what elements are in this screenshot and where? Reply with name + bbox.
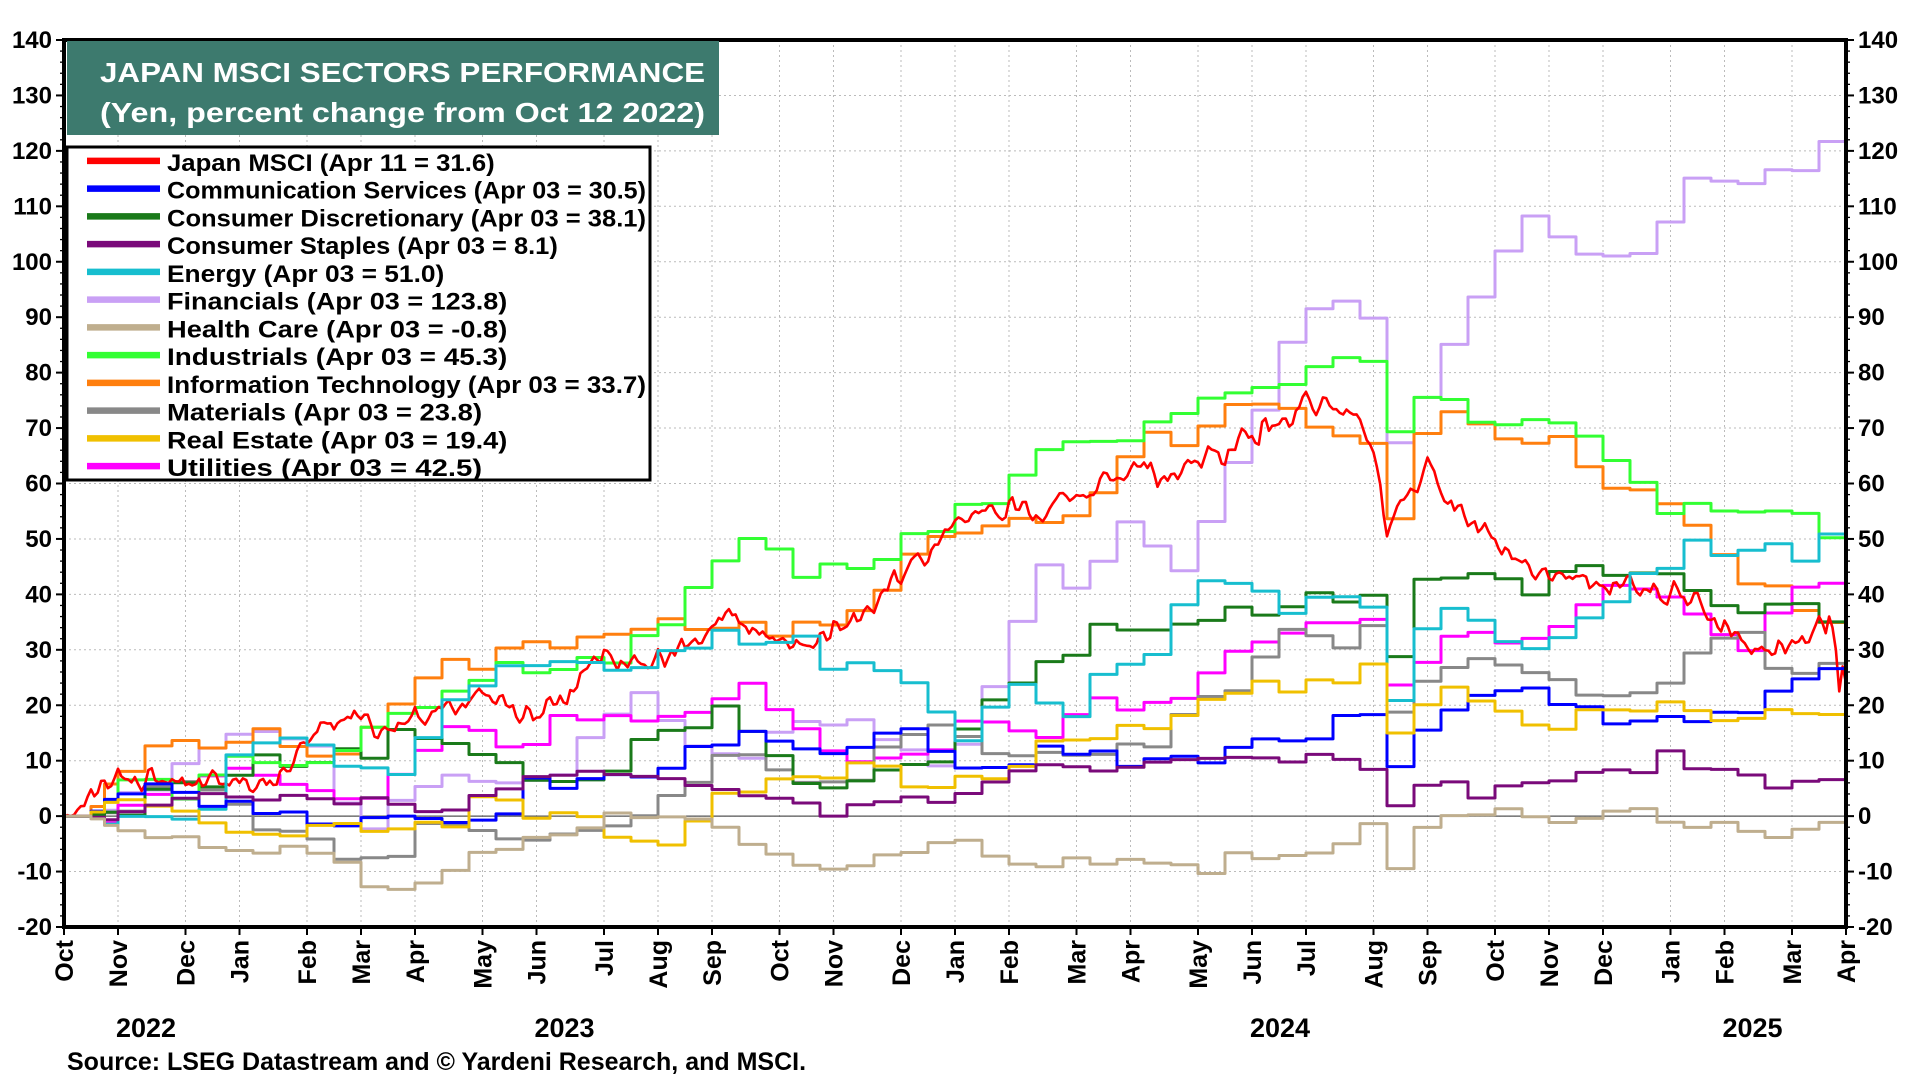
svg-text:70: 70 xyxy=(1858,415,1885,442)
svg-text:May: May xyxy=(470,940,498,989)
svg-text:20: 20 xyxy=(25,692,52,719)
svg-text:Materials (Apr 03 = 23.8): Materials (Apr 03 = 23.8) xyxy=(167,400,482,427)
svg-text:50: 50 xyxy=(25,526,52,553)
svg-text:0: 0 xyxy=(1858,803,1871,830)
svg-text:Jun: Jun xyxy=(1239,940,1267,984)
svg-text:Apr: Apr xyxy=(1118,940,1146,983)
svg-text:Mar: Mar xyxy=(1064,940,1092,985)
svg-text:-20: -20 xyxy=(1858,914,1893,941)
svg-text:2024: 2024 xyxy=(1250,1013,1310,1043)
svg-text:50: 50 xyxy=(1858,526,1885,553)
svg-text:Jan: Jan xyxy=(1658,940,1686,983)
svg-text:Jan: Jan xyxy=(227,940,255,983)
svg-text:Feb: Feb xyxy=(996,940,1024,984)
svg-text:40: 40 xyxy=(25,581,52,608)
svg-text:Oct: Oct xyxy=(1482,939,1510,981)
svg-text:Communication Services (Apr 03: Communication Services (Apr 03 = 30.5) xyxy=(167,178,646,205)
svg-text:90: 90 xyxy=(1858,304,1885,331)
svg-text:40: 40 xyxy=(1858,581,1885,608)
svg-text:60: 60 xyxy=(1858,471,1885,498)
svg-text:Nov: Nov xyxy=(1536,940,1564,987)
svg-text:Real Estate (Apr 03 = 19.4): Real Estate (Apr 03 = 19.4) xyxy=(167,427,507,454)
svg-text:140: 140 xyxy=(12,27,52,54)
svg-text:Financials (Apr 03 = 123.8): Financials (Apr 03 = 123.8) xyxy=(167,289,507,316)
svg-text:Sep: Sep xyxy=(1415,940,1443,986)
svg-text:100: 100 xyxy=(1858,249,1898,276)
svg-text:10: 10 xyxy=(25,748,52,775)
svg-text:Nov: Nov xyxy=(105,940,133,987)
svg-text:Japan MSCI (Apr 11 = 31.6): Japan MSCI (Apr 11 = 31.6) xyxy=(167,150,495,177)
svg-text:Apr: Apr xyxy=(1833,940,1861,983)
svg-text:Sep: Sep xyxy=(699,940,727,986)
svg-text:110: 110 xyxy=(13,193,52,220)
svg-text:Oct: Oct xyxy=(767,939,795,981)
svg-text:Health Care (Apr 03 = -0.8): Health Care (Apr 03 = -0.8) xyxy=(167,316,507,343)
svg-text:120: 120 xyxy=(12,138,52,165)
svg-text:0: 0 xyxy=(39,803,52,830)
svg-text:110: 110 xyxy=(1858,193,1897,220)
svg-text:Nov: Nov xyxy=(821,940,849,987)
svg-text:Jul: Jul xyxy=(1293,940,1321,976)
svg-text:60: 60 xyxy=(25,471,52,498)
svg-text:Jun: Jun xyxy=(524,940,552,984)
svg-text:10: 10 xyxy=(1858,748,1885,775)
svg-text:Jul: Jul xyxy=(591,940,619,976)
svg-text:130: 130 xyxy=(12,82,52,109)
svg-text:-10: -10 xyxy=(17,859,52,886)
svg-text:80: 80 xyxy=(25,360,52,387)
svg-text:2025: 2025 xyxy=(1723,1013,1783,1043)
svg-text:Information Technology (Apr 03: Information Technology (Apr 03 = 33.7) xyxy=(167,372,646,399)
svg-text:May: May xyxy=(1185,940,1213,989)
svg-text:Aug: Aug xyxy=(1361,940,1389,989)
svg-text:-10: -10 xyxy=(1858,859,1893,886)
svg-text:20: 20 xyxy=(1858,692,1885,719)
svg-text:Utilities (Apr 03 = 42.5): Utilities (Apr 03 = 42.5) xyxy=(167,455,482,482)
svg-text:Aug: Aug xyxy=(645,940,673,989)
svg-text:Apr: Apr xyxy=(402,940,430,983)
svg-text:Feb: Feb xyxy=(294,940,322,984)
svg-text:80: 80 xyxy=(1858,360,1885,387)
svg-text:Dec: Dec xyxy=(173,940,201,986)
svg-text:Industrials (Apr 03 = 45.3): Industrials (Apr 03 = 45.3) xyxy=(167,344,507,371)
svg-text:(Yen, percent change from Oct: (Yen, percent change from Oct 12 2022) xyxy=(100,97,705,128)
svg-text:Consumer Discretionary (Apr 03: Consumer Discretionary (Apr 03 = 38.1) xyxy=(167,205,646,232)
svg-text:90: 90 xyxy=(25,304,52,331)
svg-text:30: 30 xyxy=(1858,637,1885,664)
svg-text:140: 140 xyxy=(1858,27,1898,54)
svg-text:Feb: Feb xyxy=(1712,940,1740,984)
svg-text:130: 130 xyxy=(1858,82,1898,109)
svg-text:Source: LSEG Datastream and ©: Source: LSEG Datastream and © Yardeni Re… xyxy=(67,1048,806,1076)
svg-text:Mar: Mar xyxy=(1779,940,1807,985)
svg-text:Jan: Jan xyxy=(942,940,970,983)
svg-text:30: 30 xyxy=(25,637,52,664)
svg-text:2022: 2022 xyxy=(116,1013,176,1043)
svg-text:JAPAN MSCI SECTORS PERFORMANCE: JAPAN MSCI SECTORS PERFORMANCE xyxy=(100,57,705,88)
svg-text:100: 100 xyxy=(12,249,52,276)
svg-text:70: 70 xyxy=(25,415,52,442)
svg-text:Energy (Apr 03 = 51.0): Energy (Apr 03 = 51.0) xyxy=(167,261,444,288)
svg-text:Oct: Oct xyxy=(51,939,79,981)
svg-text:Mar: Mar xyxy=(348,940,376,985)
svg-text:Consumer Staples (Apr 03 = 8.1: Consumer Staples (Apr 03 = 8.1) xyxy=(167,233,558,260)
svg-text:2023: 2023 xyxy=(535,1013,595,1043)
svg-text:Dec: Dec xyxy=(888,940,916,986)
svg-text:Dec: Dec xyxy=(1590,940,1618,986)
svg-text:-20: -20 xyxy=(17,914,52,941)
svg-text:120: 120 xyxy=(1858,138,1898,165)
